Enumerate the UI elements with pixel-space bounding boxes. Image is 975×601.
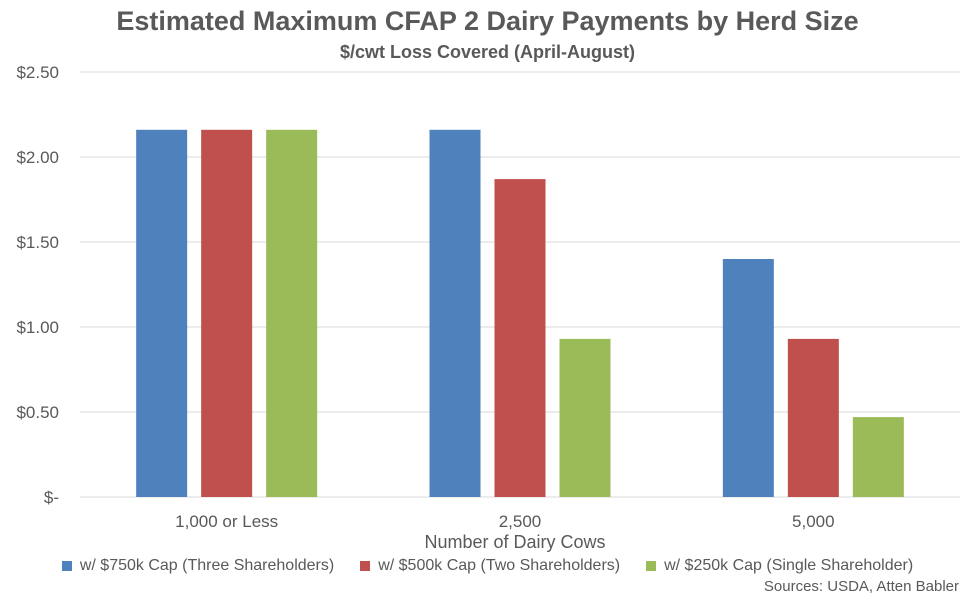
source-note: Sources: USDA, Atten Babler xyxy=(763,578,959,595)
axis-labels: $- $0.50 $1.00 $1.50 $2.00 $2.50 1,000 or Less… xyxy=(16,63,834,531)
chart-title: Estimated Maximum CFAP 2 Dairy Payments … xyxy=(116,6,859,36)
y-tick-label: $1.50 xyxy=(16,233,59,252)
bar xyxy=(494,179,546,497)
legend-label: w/ $750k Cap (Three Shareholders) xyxy=(79,557,335,574)
y-tick-label: $1.00 xyxy=(16,318,59,337)
y-tick-label: $2.00 xyxy=(16,148,59,167)
legend-label: w/ $500k Cap (Two Shareholders) xyxy=(378,557,621,574)
legend-swatch xyxy=(646,561,657,571)
legend-item-500k: w/ $500k Cap (Two Shareholders) xyxy=(360,557,620,575)
y-tick-label: $- xyxy=(44,488,59,507)
bar xyxy=(852,417,904,497)
bars xyxy=(136,129,904,498)
y-tick-label: $0.50 xyxy=(16,403,59,422)
bar xyxy=(201,129,253,498)
legend-item-250k: w/ $250k Cap (Single Shareholder) xyxy=(646,557,913,575)
bar xyxy=(559,338,611,497)
legend-swatch xyxy=(360,561,371,571)
legend-swatch xyxy=(61,561,72,571)
x-tick-label: 2,500 xyxy=(499,512,542,531)
bar xyxy=(266,129,318,498)
legend: w/ $750k Cap (Three Shareholders) w/ $50… xyxy=(0,557,975,575)
legend-label: w/ $250k Cap (Single Shareholder) xyxy=(664,557,914,574)
x-axis-title: Number of Dairy Cows xyxy=(424,532,605,552)
bar xyxy=(722,259,774,497)
bar xyxy=(136,129,188,498)
bar xyxy=(429,129,481,498)
legend-item-750k: w/ $750k Cap (Three Shareholders) xyxy=(61,557,335,575)
x-tick-label: 1,000 or Less xyxy=(175,512,278,531)
x-tick-label: 5,000 xyxy=(792,512,835,531)
chart-subtitle: $/cwt Loss Covered (April-August) xyxy=(339,42,636,62)
bar xyxy=(787,338,839,497)
y-tick-label: $2.50 xyxy=(16,63,59,82)
